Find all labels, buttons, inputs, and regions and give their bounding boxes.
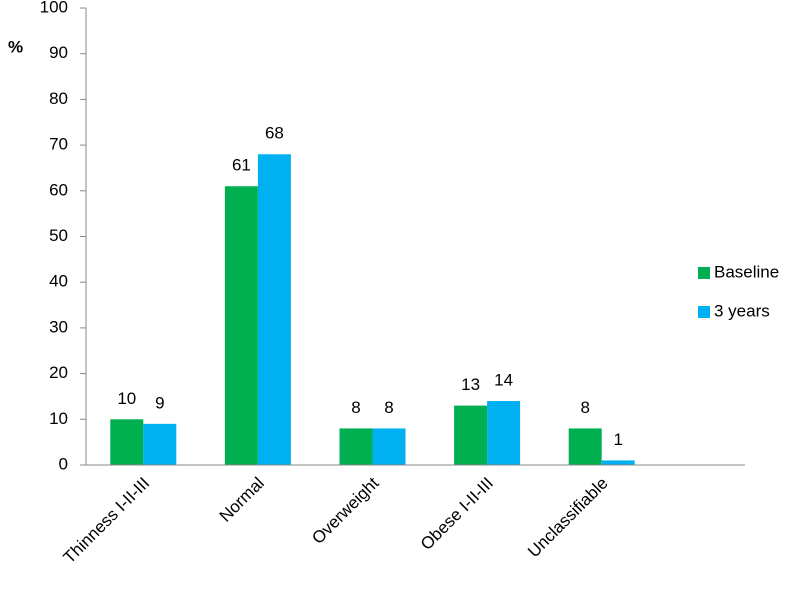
y-tick-label: 0 [59, 454, 68, 473]
x-tick-label: Unclassifiable [524, 474, 612, 562]
data-label: 8 [580, 398, 589, 417]
y-tick-label: 90 [49, 43, 68, 62]
legend-swatch [698, 306, 710, 318]
bar [454, 405, 488, 465]
bar [568, 428, 602, 465]
y-tick-label: 70 [49, 135, 68, 154]
bar [257, 154, 291, 466]
legend-label: Baseline [714, 262, 779, 281]
x-tick-label: Thinness I-II-III [60, 474, 154, 568]
y-tick-label: 20 [49, 363, 68, 382]
legend-label: 3 years [714, 301, 770, 320]
legend-swatch [698, 267, 710, 279]
bar [487, 401, 521, 465]
x-tick-label: Overweight [308, 473, 382, 547]
y-tick-label: 80 [49, 89, 68, 108]
y-tick-label: 30 [49, 317, 68, 336]
bar [339, 428, 373, 465]
data-label: 68 [265, 124, 284, 143]
y-tick-label: 60 [49, 180, 68, 199]
y-tick-label: 40 [49, 272, 68, 291]
x-tick-label: Normal [216, 474, 268, 526]
data-label: 9 [155, 393, 164, 412]
y-tick-label: 10 [49, 409, 68, 428]
bar [110, 419, 144, 465]
bar [224, 186, 258, 466]
bar [372, 428, 406, 465]
bar [601, 460, 635, 465]
data-label: 10 [117, 389, 136, 408]
bar [143, 423, 177, 465]
y-tick-label: 100 [40, 0, 68, 16]
y-axis-label: % [8, 37, 23, 56]
data-label: 8 [384, 398, 393, 417]
y-tick-label: 50 [49, 226, 68, 245]
data-label: 61 [232, 156, 251, 175]
data-label: 14 [494, 371, 513, 390]
data-label: 8 [351, 398, 360, 417]
data-label: 1 [613, 430, 622, 449]
x-tick-label: Obese I-II-III [417, 474, 497, 554]
data-label: 13 [461, 375, 480, 394]
